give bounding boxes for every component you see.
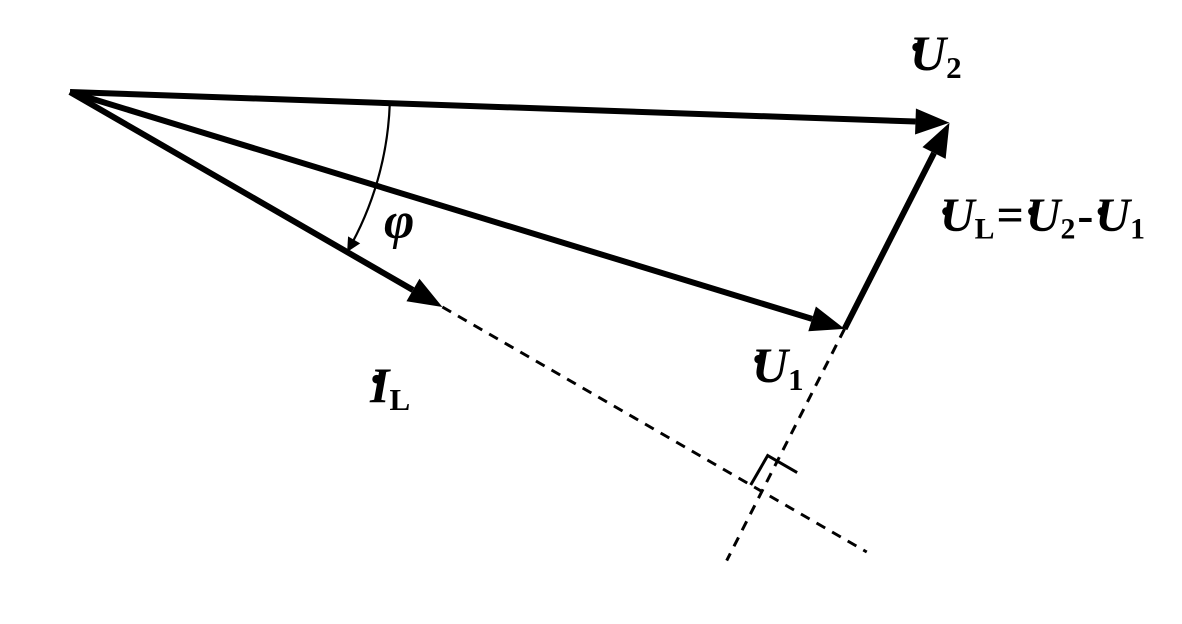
label-il: .IL <box>370 356 410 418</box>
right-angle-marker <box>751 456 797 485</box>
vector-u2-shaft <box>70 92 915 122</box>
label-u2: .U2 <box>910 24 962 86</box>
label-ul-equation: .UL=.U2-.U1 <box>940 188 1145 246</box>
label-u1: .U1 <box>752 336 804 398</box>
phasor-diagram <box>0 0 1182 624</box>
vector-u1-shaft <box>70 92 812 319</box>
vector-ul-shaft <box>845 153 934 329</box>
label-phi: φ <box>384 192 414 251</box>
vector-u1-head <box>808 306 844 331</box>
vector-il-head <box>406 279 442 307</box>
vector-il-shaft <box>70 92 413 290</box>
